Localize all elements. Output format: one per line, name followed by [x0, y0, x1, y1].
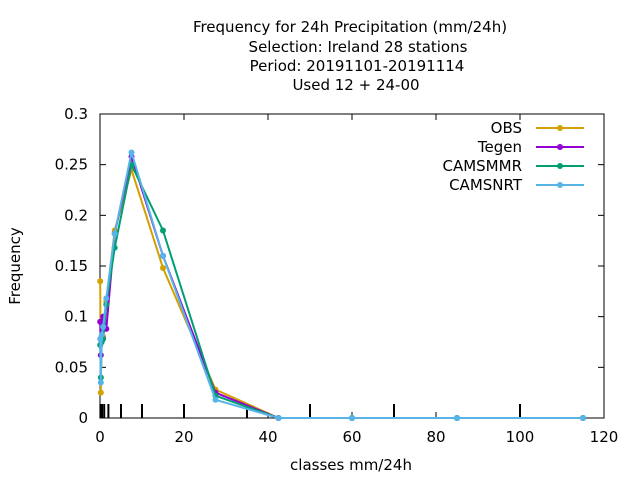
x-axis-label: classes mm/24h — [290, 456, 412, 474]
y-tick-label: 0.15 — [55, 257, 88, 275]
y-tick-label: 0.1 — [64, 308, 88, 326]
legend-swatch-point — [557, 125, 563, 131]
y-tick-label: 0.05 — [55, 358, 88, 376]
data-point — [98, 331, 105, 338]
chart-title: Frequency for 24h Precipitation (mm/24h)… — [193, 18, 507, 94]
x-tick-label: 120 — [590, 428, 619, 446]
y-tick-label: 0.3 — [64, 105, 88, 123]
x-tick-label: 80 — [426, 428, 445, 446]
series-obs — [97, 166, 586, 421]
x-tick-label: 100 — [506, 428, 535, 446]
data-point — [275, 415, 282, 421]
legend-swatch-point — [557, 144, 563, 150]
legend-swatch-point — [557, 182, 563, 188]
data-point — [160, 265, 166, 272]
data-point — [97, 278, 104, 285]
title-line-4: Used 12 + 24-00 — [292, 76, 419, 94]
data-point — [454, 415, 460, 421]
data-point — [111, 230, 118, 237]
legend-label: OBS — [491, 119, 522, 137]
title-line-3: Period: 20191101-20191114 — [250, 57, 465, 75]
y-tick-label: 0.2 — [64, 206, 88, 224]
x-tick-label: 0 — [95, 428, 105, 446]
data-point — [103, 295, 110, 302]
legend-item: OBS — [491, 119, 584, 137]
y-axis-label: Frequency — [6, 227, 24, 305]
data-point — [97, 389, 104, 396]
series-group — [97, 149, 586, 421]
y-axis: 0 0.05 0.1 0.15 0.2 0.25 0.3 — [55, 105, 604, 427]
x-axis: 0 20 40 60 80 100 120 — [95, 114, 618, 446]
series-camsnrt — [97, 149, 586, 421]
legend-label: CAMSMMR — [442, 157, 522, 175]
data-point — [212, 396, 219, 403]
data-point — [97, 318, 104, 325]
series-camsmmr — [97, 161, 586, 421]
legend-item: CAMSMMR — [442, 157, 584, 175]
y-tick-label: 0.25 — [55, 156, 88, 174]
data-point — [160, 227, 166, 234]
data-point — [160, 252, 166, 259]
plot-frame — [99, 113, 605, 419]
legend-label: Tegen — [477, 138, 522, 156]
series-line — [99, 152, 583, 419]
x-tick-label: 60 — [342, 428, 361, 446]
data-point — [128, 149, 135, 156]
data-point — [97, 379, 104, 386]
data-point — [100, 323, 107, 330]
legend-item: Tegen — [477, 138, 584, 156]
y-tick-label: 0 — [78, 409, 88, 427]
x-tick-label: 40 — [258, 428, 277, 446]
x-tick-label: 20 — [174, 428, 193, 446]
data-point — [580, 415, 586, 421]
class-boundary-marks — [99, 404, 521, 418]
title-line-2: Selection: Ireland 28 stations — [249, 38, 468, 56]
title-line-1: Frequency for 24h Precipitation (mm/24h) — [193, 18, 507, 36]
legend-item: CAMSNRT — [449, 176, 584, 194]
data-point — [349, 415, 355, 421]
series-line — [99, 166, 583, 419]
legend-swatch-point — [557, 163, 563, 169]
legend-label: CAMSNRT — [449, 176, 523, 194]
